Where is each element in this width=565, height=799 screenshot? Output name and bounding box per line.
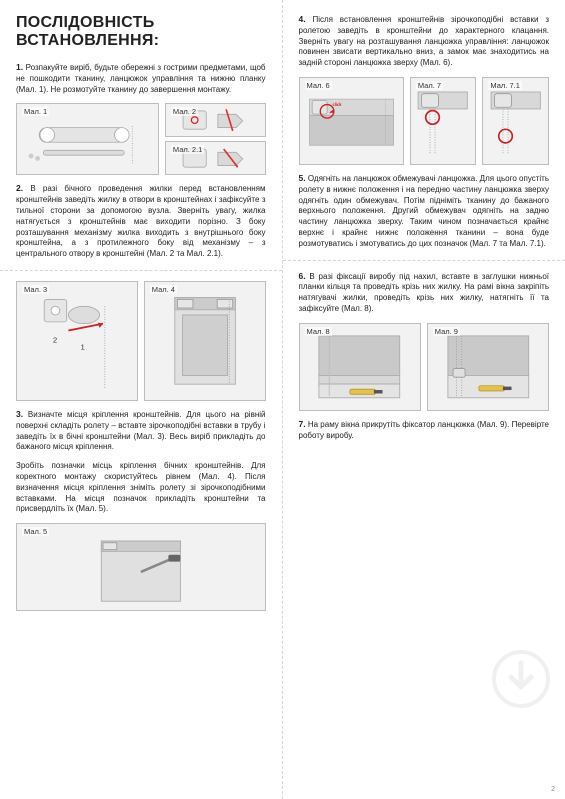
step-4: 4. Після встановлення кронштейнів зірочк…	[299, 14, 550, 69]
divider-2	[283, 260, 565, 261]
right-column: 4. Після встановлення кронштейнів зірочк…	[283, 0, 565, 799]
figure-8: Мал. 8	[299, 323, 421, 411]
fig-8-caption: Мал. 8	[305, 327, 332, 336]
left-column: ПОСЛІДОВНІСТЬ ВСТАНОВЛЕННЯ: 1. Розпакуйт…	[0, 0, 283, 799]
step-6-text: В разі фіксації виробу під нахил, вставт…	[299, 272, 550, 313]
step-7: 7. На раму вікна прикрутіть фіксатор лан…	[299, 419, 550, 442]
svg-text:2: 2	[53, 336, 57, 345]
fig-9-caption: Мал. 9	[433, 327, 460, 336]
step-6-num: 6.	[299, 271, 306, 281]
figure-2-1: Мал. 2.1	[165, 141, 266, 175]
step-7-text: На раму вікна прикрутіть фіксатор ланцюж…	[299, 420, 550, 440]
fig-7-svg	[413, 83, 472, 159]
svg-text:1: 1	[80, 343, 84, 352]
fig-8-svg	[304, 329, 415, 405]
click-label: click	[332, 102, 342, 107]
fig-row-2: Мал. 3 2 1 Мал. 4	[16, 281, 266, 401]
step-3: 3. Визначте місця кріплення кронштейнів.…	[16, 409, 266, 453]
fig-3-caption: Мал. 3	[22, 285, 49, 294]
watermark-icon	[491, 649, 551, 709]
fig-2-caption: Мал. 2	[171, 107, 198, 116]
fig-6-svg: click	[304, 83, 399, 159]
fig-3-svg: 2 1	[22, 289, 132, 393]
figure-3: Мал. 3 2 1	[16, 281, 138, 401]
step-1-text: Розпакуйте виріб, будьте обережні з гост…	[16, 63, 266, 94]
fig-row-1: Мал. 1 Мал. 2	[16, 103, 266, 175]
step-5-num: 5.	[299, 173, 306, 183]
step-1-num: 1.	[16, 62, 23, 72]
step-6: 6. В разі фіксації виробу під нахил, вст…	[299, 271, 550, 315]
page-title: ПОСЛІДОВНІСТЬ ВСТАНОВЛЕННЯ:	[16, 14, 266, 50]
figure-1: Мал. 1	[16, 103, 159, 175]
fig-7-caption: Мал. 7	[416, 81, 443, 90]
step-5-text: Одягніть на ланцюжок обмежувачі ланцюжка…	[299, 174, 550, 248]
fig-71-caption: Мал. 7.1	[488, 81, 521, 90]
step-2-text: В разі бічного проведення жилки перед вс…	[16, 184, 266, 258]
step-5: 5. Одягніть на ланцюжок обмежувачі ланцю…	[299, 173, 550, 250]
step-2-num: 2.	[16, 183, 23, 193]
step-4-text: Після встановлення кронштейнів зірочкопо…	[299, 15, 550, 67]
figure-7: Мал. 7	[410, 77, 477, 165]
step-3b-text: Зробіть позначки місць кріплення бічних …	[16, 461, 266, 513]
fig-21-caption: Мал. 2.1	[171, 145, 204, 154]
figure-2: Мал. 2	[165, 103, 266, 137]
step-7-num: 7.	[299, 419, 306, 429]
fig-row-4: Мал. 6 click Мал. 7	[299, 77, 550, 165]
step-4-num: 4.	[299, 14, 306, 24]
figure-4: Мал. 4	[144, 281, 266, 401]
step-3-text: Визначте місця кріплення кронштейнів. Дл…	[16, 410, 266, 451]
fig-5-svg	[27, 529, 255, 605]
step-1: 1. Розпакуйте виріб, будьте обережні з г…	[16, 62, 266, 95]
step-2: 2. В разі бічного проведення жилки перед…	[16, 183, 266, 260]
fig-1-svg	[23, 109, 153, 171]
step-3b: Зробіть позначки місць кріплення бічних …	[16, 461, 266, 515]
fig-6-caption: Мал. 6	[305, 81, 332, 90]
fig-5-caption: Мал. 5	[22, 527, 49, 536]
fig-row-3: Мал. 5	[16, 523, 266, 611]
figure-7-1: Мал. 7.1	[482, 77, 549, 165]
divider-1	[0, 270, 282, 271]
step-3-num: 3.	[16, 409, 23, 419]
fig-4-caption: Мал. 4	[150, 285, 177, 294]
figure-9: Мал. 9	[427, 323, 549, 411]
fig-4-svg	[150, 289, 260, 393]
fig-9-svg	[433, 329, 544, 405]
figure-6: Мал. 6 click	[299, 77, 404, 165]
fig-row-5: Мал. 8 Мал. 9	[299, 323, 550, 411]
figure-5: Мал. 5	[16, 523, 266, 611]
page-number: 2	[551, 786, 555, 793]
fig-71-svg	[486, 83, 545, 159]
fig-1-caption: Мал. 1	[22, 107, 49, 116]
